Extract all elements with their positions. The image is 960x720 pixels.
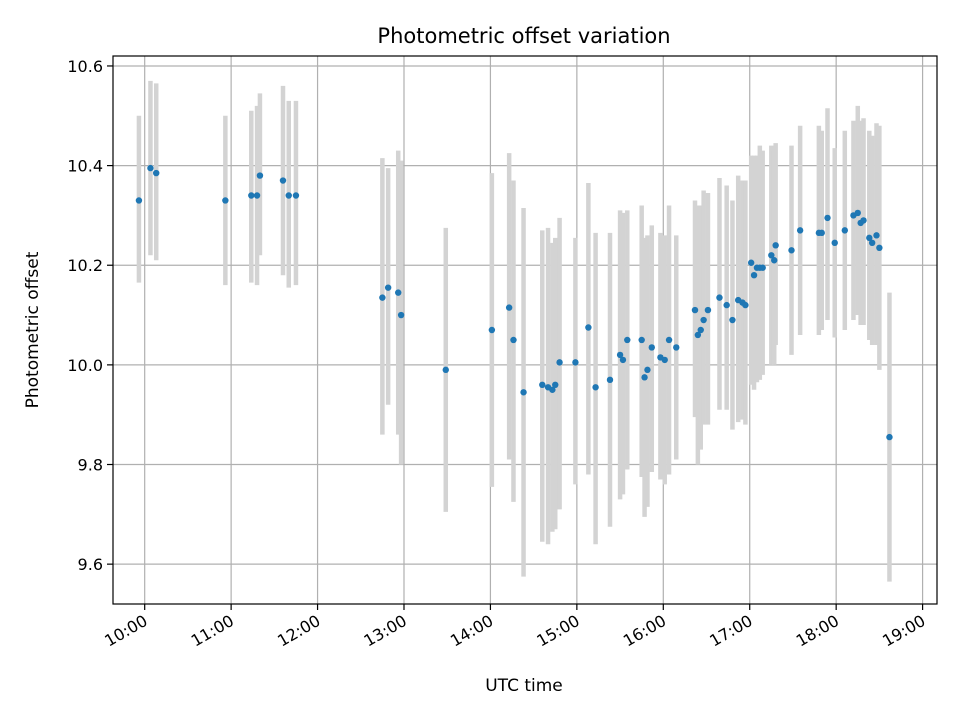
data-point [379,294,386,301]
data-point [222,197,229,204]
data-point [616,351,624,359]
data-point [641,374,648,381]
data-point [771,257,778,264]
data-point [854,209,861,217]
data-point [868,239,876,247]
data-point [549,386,556,393]
data-point [279,177,287,184]
data-point [796,227,804,234]
data-point [700,316,707,324]
data-point [153,169,160,177]
data-point [691,306,699,314]
data-point [256,172,264,179]
y-tick-label: 9.6 [78,555,103,574]
data-point [742,301,749,309]
data-point [860,217,867,224]
data-point [729,316,736,324]
data-point [665,336,673,344]
data-point [285,192,292,199]
data-point [638,336,645,344]
data-point [648,344,655,351]
chart-title: Photometric offset variation [377,24,670,48]
data-point [824,214,831,222]
data-point [866,234,873,242]
y-tick-label: 10.6 [67,57,103,76]
data-point [716,294,723,301]
data-points [135,164,893,441]
data-point [397,311,405,319]
y-tick-label: 10.2 [67,256,103,275]
data-point [759,264,766,271]
data-point [619,356,627,364]
data-point [585,324,592,331]
data-point [876,244,883,251]
data-point [768,252,775,259]
data-point [697,326,704,334]
data-point [886,433,893,441]
data-point [644,366,651,374]
data-point [248,192,255,199]
data-point [747,259,755,266]
y-tick-label: 9.8 [78,456,103,475]
data-point [750,272,758,279]
y-tick-label: 10.0 [67,356,103,375]
data-point [673,344,680,351]
data-point [135,197,143,204]
data-point [147,164,154,172]
data-point [818,229,825,237]
data-point [661,356,668,364]
data-point [384,284,392,291]
data-point [539,381,546,388]
data-point [624,336,631,344]
data-point [395,289,402,296]
data-point [442,366,449,374]
data-point [704,306,712,314]
data-point [592,384,599,391]
data-point [831,239,838,247]
x-axis-label: UTC time [485,676,563,696]
data-point [556,359,563,366]
plot-frame [112,55,938,605]
data-point [520,389,527,396]
data-point [552,381,559,388]
y-tick-label: 10.4 [67,157,103,176]
data-point [510,336,517,344]
data-point [772,242,779,249]
data-point [572,359,579,366]
data-point [606,376,614,384]
data-point [841,227,849,234]
data-point [694,331,702,339]
data-point [723,301,730,309]
data-point [488,326,496,334]
data-point [788,247,795,254]
data-point [873,232,880,239]
y-axis-label: Photometric offset [23,251,43,408]
data-point [253,192,261,199]
data-point [292,192,300,199]
data-point [505,304,513,311]
